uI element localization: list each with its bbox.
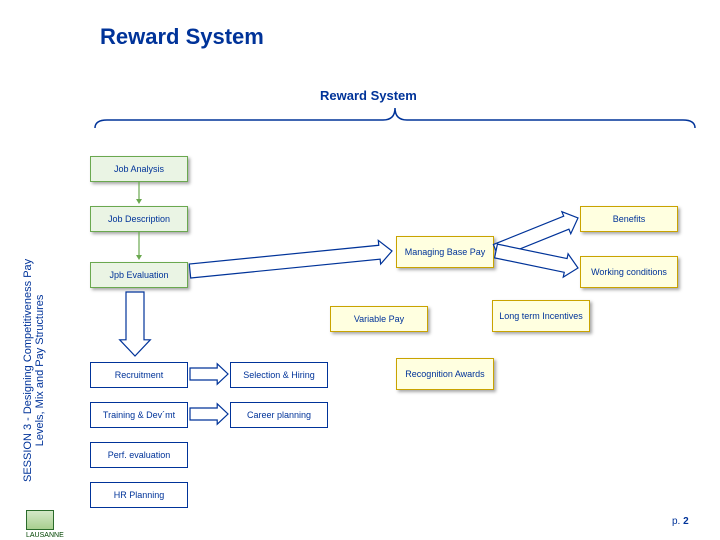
page-title: Reward System: [100, 24, 264, 50]
box-job-analysis: Job Analysis: [90, 156, 188, 182]
box-perf-eval: Perf. evaluation: [90, 442, 188, 468]
box-recognition: Recognition Awards: [396, 358, 494, 390]
box-job-description: Job Description: [90, 206, 188, 232]
box-long-term: Long term Incentives: [492, 300, 590, 332]
section-subtitle: Reward System: [320, 88, 417, 103]
box-managing-base: Managing Base Pay: [396, 236, 494, 268]
box-recruitment: Recruitment: [90, 362, 188, 388]
sidebar-line1: SESSION 3 - Designing Competitiveness Pa…: [22, 259, 34, 482]
box-career: Career planning: [230, 402, 328, 428]
box-jpb-evaluation: Jpb Evaluation: [90, 262, 188, 288]
box-hr-planning: HR Planning: [90, 482, 188, 508]
lausanne-logo: LAUSANNE: [26, 510, 64, 539]
page-number: p. 2: [672, 516, 689, 527]
sidebar-line2: Levels, Mix and Pay Structures: [34, 259, 46, 482]
sidebar-session-label: SESSION 3 - Designing Competitiveness Pa…: [22, 259, 46, 482]
box-selection: Selection & Hiring: [230, 362, 328, 388]
box-working-cond: Working conditions: [580, 256, 678, 288]
box-training: Training & Dev´mt: [90, 402, 188, 428]
box-benefits: Benefits: [580, 206, 678, 232]
box-variable-pay: Variable Pay: [330, 306, 428, 332]
